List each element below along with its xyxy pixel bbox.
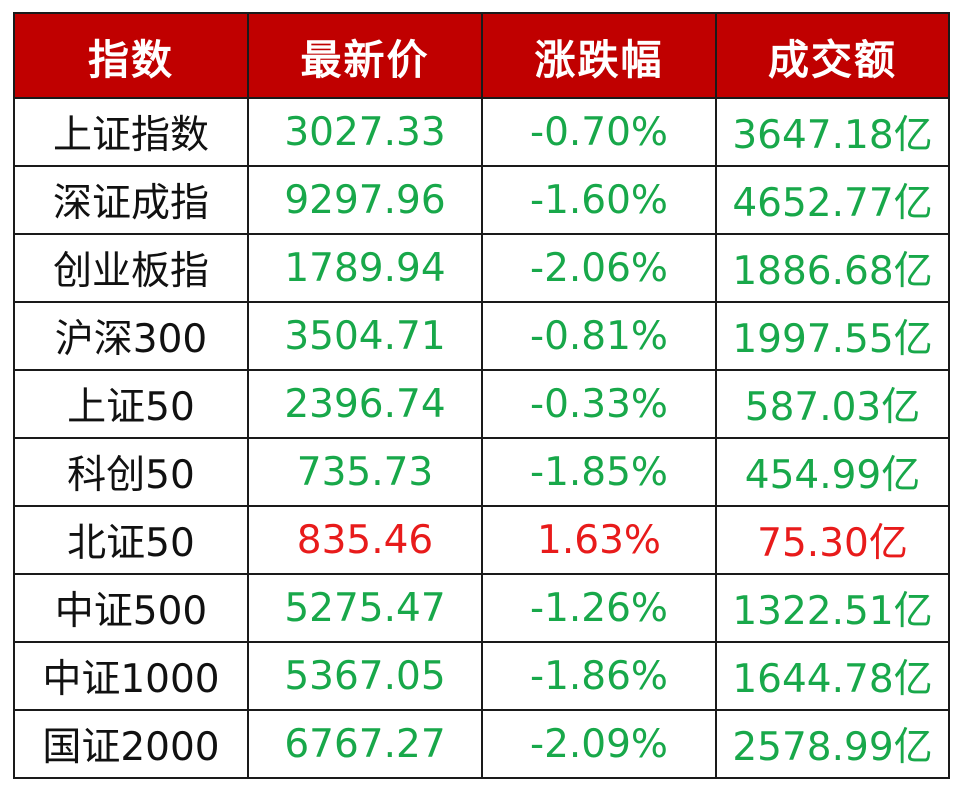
table-row: 深证成指 9297.96 -1.60% 4652.77亿 (13, 165, 950, 235)
index-name-cell: 创业板指 (13, 233, 249, 303)
turnover-cell: 1997.55亿 (715, 301, 950, 371)
change-percent-cell: -0.81% (481, 301, 717, 371)
header-latest-price: 最新价 (247, 12, 483, 99)
index-name-cell: 国证2000 (13, 709, 249, 779)
change-percent-cell: -1.26% (481, 573, 717, 643)
index-name-cell: 深证成指 (13, 165, 249, 235)
latest-price-cell: 835.46 (247, 505, 483, 575)
table-row: 上证50 2396.74 -0.33% 587.03亿 (13, 369, 950, 439)
index-quote-table: 指数 最新价 涨跌幅 成交额 上证指数 3027.33 -0.70% 3647.… (13, 12, 950, 779)
latest-price-cell: 1789.94 (247, 233, 483, 303)
change-percent-cell: -1.85% (481, 437, 717, 507)
header-index-name: 指数 (13, 12, 249, 99)
header-change-percent: 涨跌幅 (481, 12, 717, 99)
table-row: 北证50 835.46 1.63% 75.30亿 (13, 505, 950, 575)
table-row: 中证1000 5367.05 -1.86% 1644.78亿 (13, 641, 950, 711)
turnover-cell: 2578.99亿 (715, 709, 950, 779)
index-name-cell: 上证指数 (13, 97, 249, 167)
change-percent-cell: -1.60% (481, 165, 717, 235)
index-name-cell: 沪深300 (13, 301, 249, 371)
index-name-cell: 北证50 (13, 505, 249, 575)
table-row: 科创50 735.73 -1.85% 454.99亿 (13, 437, 950, 507)
latest-price-cell: 3504.71 (247, 301, 483, 371)
header-row: 指数 最新价 涨跌幅 成交额 (13, 12, 950, 99)
latest-price-cell: 5367.05 (247, 641, 483, 711)
latest-price-cell: 735.73 (247, 437, 483, 507)
index-quote-sheet: 指数 最新价 涨跌幅 成交额 上证指数 3027.33 -0.70% 3647.… (13, 12, 950, 779)
table-row: 沪深300 3504.71 -0.81% 1997.55亿 (13, 301, 950, 371)
table-row: 国证2000 6767.27 -2.09% 2578.99亿 (13, 709, 950, 779)
change-percent-cell: -1.86% (481, 641, 717, 711)
change-percent-cell: -2.06% (481, 233, 717, 303)
index-name-cell: 中证500 (13, 573, 249, 643)
turnover-cell: 75.30亿 (715, 505, 950, 575)
index-name-cell: 科创50 (13, 437, 249, 507)
table-row: 中证500 5275.47 -1.26% 1322.51亿 (13, 573, 950, 643)
turnover-cell: 3647.18亿 (715, 97, 950, 167)
turnover-cell: 1322.51亿 (715, 573, 950, 643)
latest-price-cell: 3027.33 (247, 97, 483, 167)
latest-price-cell: 9297.96 (247, 165, 483, 235)
turnover-cell: 1886.68亿 (715, 233, 950, 303)
turnover-cell: 587.03亿 (715, 369, 950, 439)
turnover-cell: 454.99亿 (715, 437, 950, 507)
latest-price-cell: 5275.47 (247, 573, 483, 643)
change-percent-cell: 1.63% (481, 505, 717, 575)
change-percent-cell: -2.09% (481, 709, 717, 779)
header-turnover: 成交额 (715, 12, 950, 99)
index-name-cell: 上证50 (13, 369, 249, 439)
table-row: 上证指数 3027.33 -0.70% 3647.18亿 (13, 97, 950, 167)
table-header: 指数 最新价 涨跌幅 成交额 (13, 12, 950, 99)
change-percent-cell: -0.33% (481, 369, 717, 439)
turnover-cell: 4652.77亿 (715, 165, 950, 235)
latest-price-cell: 2396.74 (247, 369, 483, 439)
table-body: 上证指数 3027.33 -0.70% 3647.18亿 深证成指 9297.9… (13, 97, 950, 779)
table-row: 创业板指 1789.94 -2.06% 1886.68亿 (13, 233, 950, 303)
change-percent-cell: -0.70% (481, 97, 717, 167)
latest-price-cell: 6767.27 (247, 709, 483, 779)
turnover-cell: 1644.78亿 (715, 641, 950, 711)
index-name-cell: 中证1000 (13, 641, 249, 711)
